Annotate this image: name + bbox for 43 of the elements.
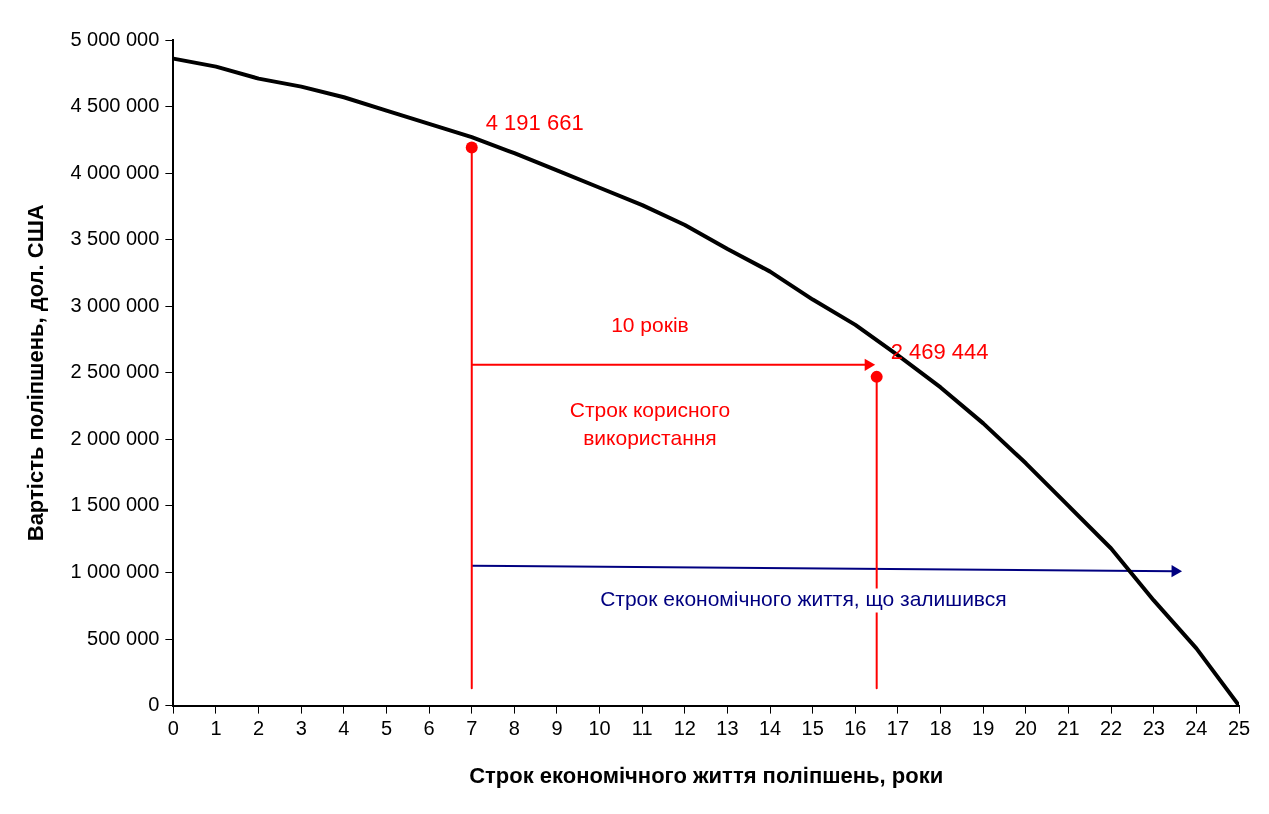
x-tick-label: 20 (1014, 717, 1037, 740)
x-tick-label: 13 (716, 717, 739, 740)
x-tick-label: 3 (295, 717, 307, 740)
y-tick-label: 3 500 000 (70, 227, 160, 250)
x-tick-label: 6 (423, 717, 435, 740)
annotation: 10 років (611, 312, 689, 336)
x-axis-title: Строк економічного життя поліпшень, роки (469, 762, 944, 788)
y-tick-label: 1 000 000 (70, 560, 160, 582)
y-tick-label: 3 000 000 (70, 293, 160, 316)
x-tick-label: 5 (380, 717, 393, 740)
x-tick-label: 23 (1142, 717, 1165, 740)
x-tick-label: 17 (886, 717, 910, 740)
y-tick-label: 2 500 000 (70, 360, 160, 383)
x-tick-label: 14 (759, 717, 782, 740)
y-tick-label: 4 500 000 (70, 94, 160, 117)
x-tick-label: 16 (844, 717, 867, 740)
x-tick-label: 11 (631, 717, 653, 740)
x-tick-label: 19 (972, 717, 995, 740)
y-tick-label: 500 000 (87, 626, 160, 649)
x-tick-label: 12 (673, 717, 696, 740)
y-tick-label: 4 000 000 (70, 160, 160, 183)
annotation: Строк корисного використання (569, 397, 731, 449)
x-tick-label: 0 (167, 717, 179, 740)
y-tick-label: 2 000 000 (70, 426, 160, 449)
y-tick-label: 1 500 000 (70, 493, 160, 516)
x-tick-label: 10 (588, 717, 611, 740)
x-tick-label: 21 (1057, 717, 1080, 740)
y-tick-label: 0 (148, 693, 160, 716)
x-tick-label: 25 (1227, 717, 1251, 740)
data-label: 4 191 661 (485, 109, 584, 135)
x-tick-label: 7 (466, 717, 478, 740)
x-tick-label: 15 (801, 717, 824, 740)
y-axis-title: Вартість поліпшень, дол. США (23, 204, 49, 542)
x-tick-label: 22 (1100, 717, 1123, 740)
annotation: Строк економічного життя, що залишився (600, 587, 1007, 611)
y-tick-label: 5 000 000 (70, 27, 160, 50)
x-tick-label: 1 (210, 717, 222, 740)
x-tick-label: 2 (253, 717, 265, 740)
x-tick-label: 24 (1185, 717, 1208, 740)
x-tick-label: 4 (338, 717, 350, 740)
x-tick-label: 9 (551, 717, 563, 740)
x-tick-label: 18 (929, 717, 952, 740)
x-tick-label: 8 (508, 717, 520, 740)
